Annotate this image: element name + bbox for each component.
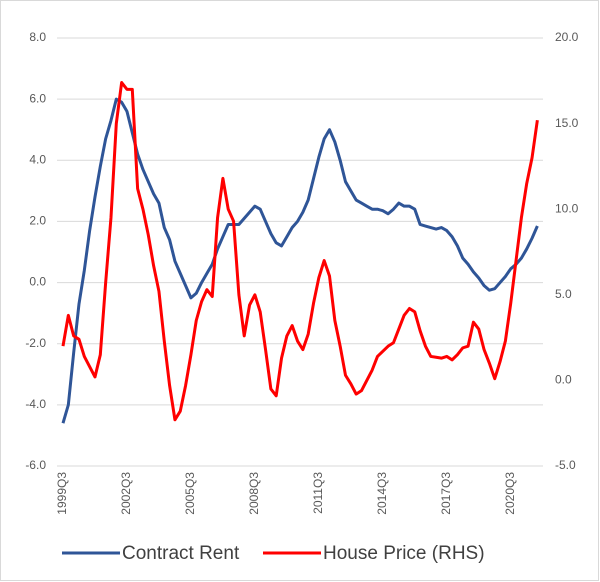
x-tick-label: 2014Q3 [375,472,389,515]
x-tick-label: 2002Q3 [119,472,133,515]
legend-label: House Price (RHS) [323,543,485,564]
y-tick-label: -6.0 [25,458,46,472]
y2-tick-label: 20.0 [555,30,579,44]
y2-tick-label: 5.0 [555,287,572,301]
y-tick-label: -2.0 [25,336,46,350]
x-tick-label: 2008Q3 [247,472,261,515]
series-line [61,81,539,422]
x-tick-label: 2011Q3 [311,472,325,514]
legend-label: Contract Rent [122,543,240,564]
y-tick-label: 0.0 [29,275,46,289]
y-tick-label: 4.0 [29,152,46,166]
y2-tick-label: 0.0 [555,373,572,387]
y2-tick-label: 15.0 [555,116,579,130]
legend: Contract Rent House Price (RHS) [62,543,485,564]
y2-tick-label: 10.0 [555,201,579,215]
y-tick-label: 2.0 [29,214,46,228]
y2-tick-label: -5.0 [555,458,576,472]
series-line [61,97,539,424]
y-tick-label: -4.0 [25,397,46,411]
y-tick-label: 8.0 [29,30,46,44]
x-tick-label: 2005Q3 [183,472,197,515]
x-tick-label: 1999Q3 [55,472,69,515]
x-tick-label: 2020Q3 [503,472,517,515]
y-tick-label: 6.0 [29,91,46,105]
x-tick-label: 2017Q3 [439,472,453,515]
